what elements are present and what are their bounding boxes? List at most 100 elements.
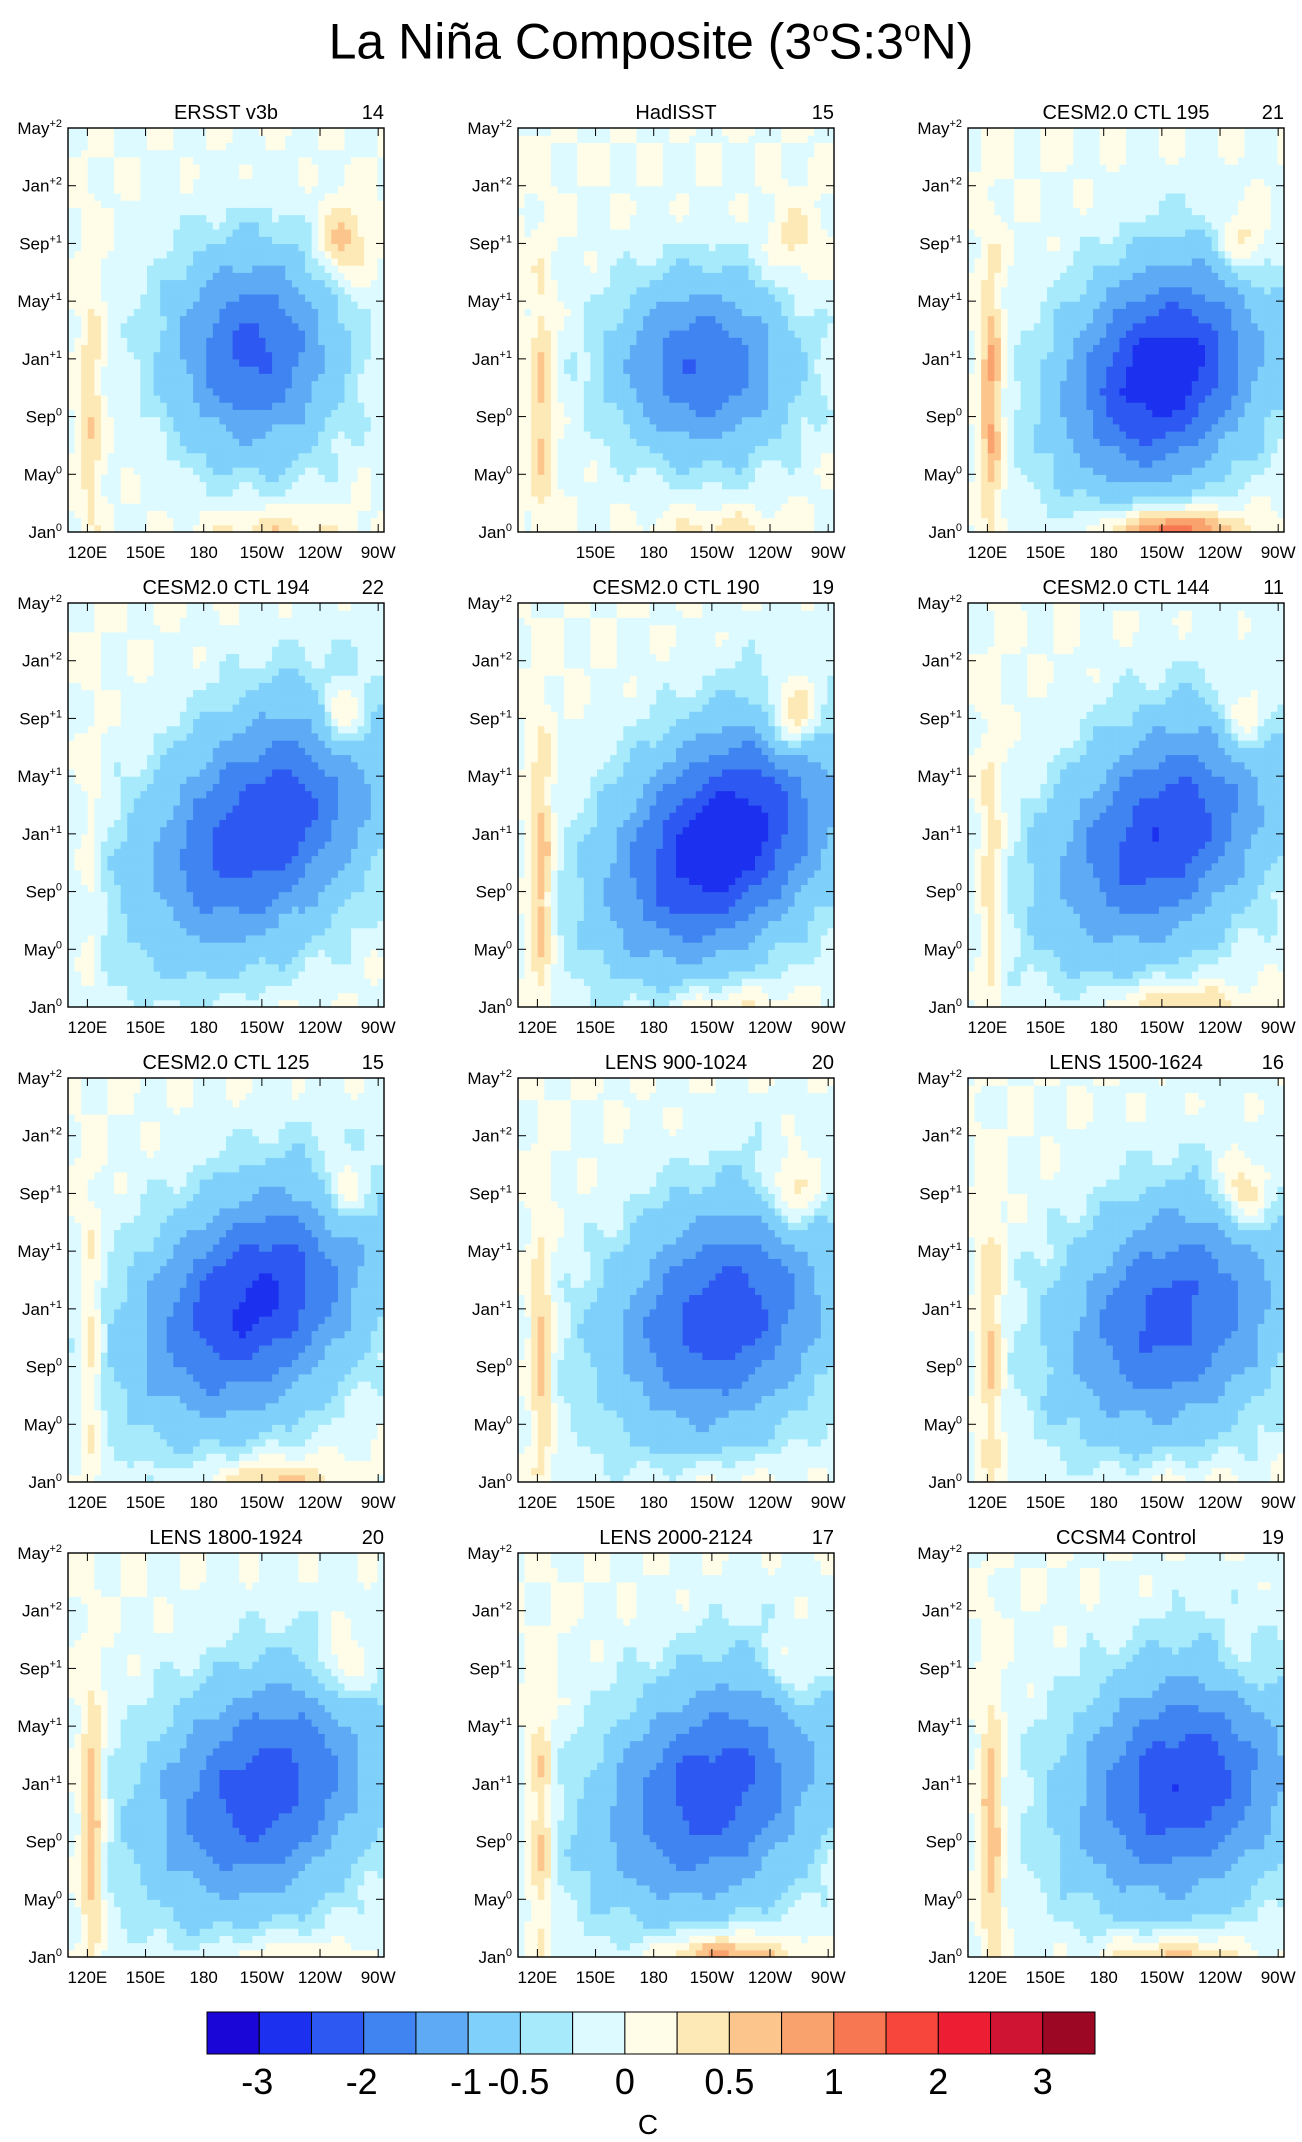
heatmap-cell bbox=[199, 394, 207, 403]
heatmap-cell bbox=[682, 517, 690, 526]
heatmap-cell bbox=[728, 358, 736, 367]
heatmap-cell bbox=[252, 503, 260, 511]
heatmap-cell bbox=[87, 416, 95, 425]
heatmap-cell bbox=[741, 200, 750, 208]
heatmap-cell bbox=[748, 243, 756, 252]
heatmap-cell bbox=[550, 351, 559, 360]
heatmap-cell bbox=[272, 330, 280, 338]
heatmap-cell bbox=[748, 200, 756, 208]
heatmap-cell bbox=[557, 301, 565, 309]
heatmap-cell bbox=[774, 330, 782, 338]
heatmap-cell bbox=[518, 524, 526, 533]
heatmap-cell bbox=[206, 380, 214, 389]
heatmap-cell bbox=[120, 293, 128, 302]
heatmap-cell bbox=[160, 394, 168, 403]
heatmap-cell bbox=[741, 142, 750, 151]
heatmap-cell bbox=[715, 192, 723, 201]
heatmap-cell bbox=[245, 308, 253, 317]
heatmap-cell bbox=[153, 322, 161, 331]
heatmap-cell bbox=[94, 185, 102, 194]
heatmap-cell bbox=[153, 192, 161, 201]
heatmap-cell bbox=[245, 337, 253, 346]
heatmap-cell bbox=[629, 214, 638, 223]
heatmap-cell bbox=[682, 272, 690, 281]
heatmap-cell bbox=[531, 250, 539, 259]
heatmap-cell bbox=[357, 149, 365, 158]
heatmap-cell bbox=[107, 358, 115, 367]
heatmap-cell bbox=[656, 474, 664, 483]
heatmap-cell bbox=[597, 380, 605, 389]
heatmap-cell bbox=[518, 380, 526, 389]
heatmap-cell bbox=[364, 149, 372, 158]
heatmap-cell bbox=[212, 236, 221, 245]
heatmap-cell bbox=[344, 214, 352, 223]
heatmap-cell bbox=[68, 510, 76, 519]
heatmap-cell bbox=[544, 128, 552, 136]
heatmap-cell bbox=[781, 467, 789, 475]
heatmap-cell bbox=[140, 214, 148, 223]
heatmap-cell bbox=[741, 279, 750, 288]
heatmap-cell bbox=[623, 322, 631, 331]
heatmap-cell bbox=[206, 135, 214, 144]
heatmap-cell bbox=[557, 373, 565, 382]
heatmap-cell bbox=[357, 272, 365, 281]
heatmap-cell bbox=[649, 257, 657, 266]
heatmap-cell bbox=[226, 135, 234, 144]
heatmap-cell bbox=[265, 272, 273, 281]
heatmap-cell bbox=[147, 135, 155, 144]
heatmap-cell bbox=[702, 192, 710, 201]
heatmap-cell bbox=[735, 236, 743, 245]
heatmap-cell bbox=[636, 474, 644, 483]
heatmap-cell bbox=[226, 459, 234, 468]
heatmap-cell bbox=[603, 164, 611, 172]
heatmap-cell bbox=[610, 250, 618, 259]
heatmap-cell bbox=[735, 351, 743, 360]
heatmap-cell bbox=[81, 257, 89, 266]
heatmap-cell bbox=[265, 279, 273, 288]
heatmap-cell bbox=[656, 380, 664, 389]
heatmap-cell bbox=[583, 221, 592, 230]
heatmap-cell bbox=[252, 185, 260, 194]
heatmap-cell bbox=[311, 459, 319, 468]
heatmap-cell bbox=[544, 272, 552, 281]
heatmap-cell bbox=[708, 488, 717, 497]
heatmap-cell bbox=[768, 474, 776, 483]
heatmap-cell bbox=[656, 308, 664, 317]
heatmap-cell bbox=[550, 438, 559, 447]
heatmap-cell bbox=[518, 142, 526, 151]
heatmap-cell bbox=[774, 135, 782, 144]
heatmap-cell bbox=[285, 467, 293, 475]
heatmap-cell bbox=[649, 214, 657, 223]
heatmap-cell bbox=[550, 257, 559, 266]
heatmap-cell bbox=[186, 358, 194, 367]
heatmap-cell bbox=[272, 128, 280, 136]
heatmap-cell bbox=[623, 481, 631, 490]
heatmap-cell bbox=[695, 178, 703, 187]
heatmap-cell bbox=[689, 351, 697, 360]
heatmap-cell bbox=[265, 301, 273, 309]
heatmap-cell bbox=[649, 488, 657, 497]
heatmap-cell bbox=[377, 200, 385, 208]
heatmap-cell bbox=[741, 510, 750, 519]
heatmap-cell bbox=[173, 474, 181, 483]
heatmap-cell bbox=[140, 185, 148, 194]
heatmap-cell bbox=[550, 387, 559, 396]
heatmap-cell bbox=[537, 474, 545, 483]
heatmap-cell bbox=[179, 409, 188, 418]
heatmap-cell bbox=[774, 164, 782, 172]
heatmap-cell bbox=[272, 135, 280, 144]
heatmap-cell bbox=[107, 192, 115, 201]
heatmap-cell bbox=[708, 164, 717, 172]
heatmap-cell bbox=[133, 503, 142, 511]
heatmap-cell bbox=[193, 149, 201, 158]
heatmap-cell bbox=[629, 402, 638, 410]
heatmap-cell bbox=[166, 236, 174, 245]
heatmap-cell bbox=[160, 229, 168, 237]
heatmap-cell bbox=[140, 445, 148, 454]
heatmap-cell bbox=[298, 308, 306, 317]
heatmap-cell bbox=[265, 308, 273, 317]
heatmap-cell bbox=[755, 301, 763, 309]
heatmap-cell bbox=[557, 495, 565, 504]
heatmap-cell bbox=[623, 207, 631, 216]
heatmap-cell bbox=[331, 200, 339, 208]
